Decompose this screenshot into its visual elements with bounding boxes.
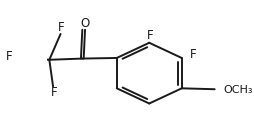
Text: F: F xyxy=(6,50,12,63)
Text: F: F xyxy=(189,48,196,61)
Text: OCH₃: OCH₃ xyxy=(224,85,253,95)
Text: F: F xyxy=(51,86,57,99)
Text: F: F xyxy=(147,29,153,42)
Text: F: F xyxy=(58,21,65,34)
Text: O: O xyxy=(81,17,90,30)
